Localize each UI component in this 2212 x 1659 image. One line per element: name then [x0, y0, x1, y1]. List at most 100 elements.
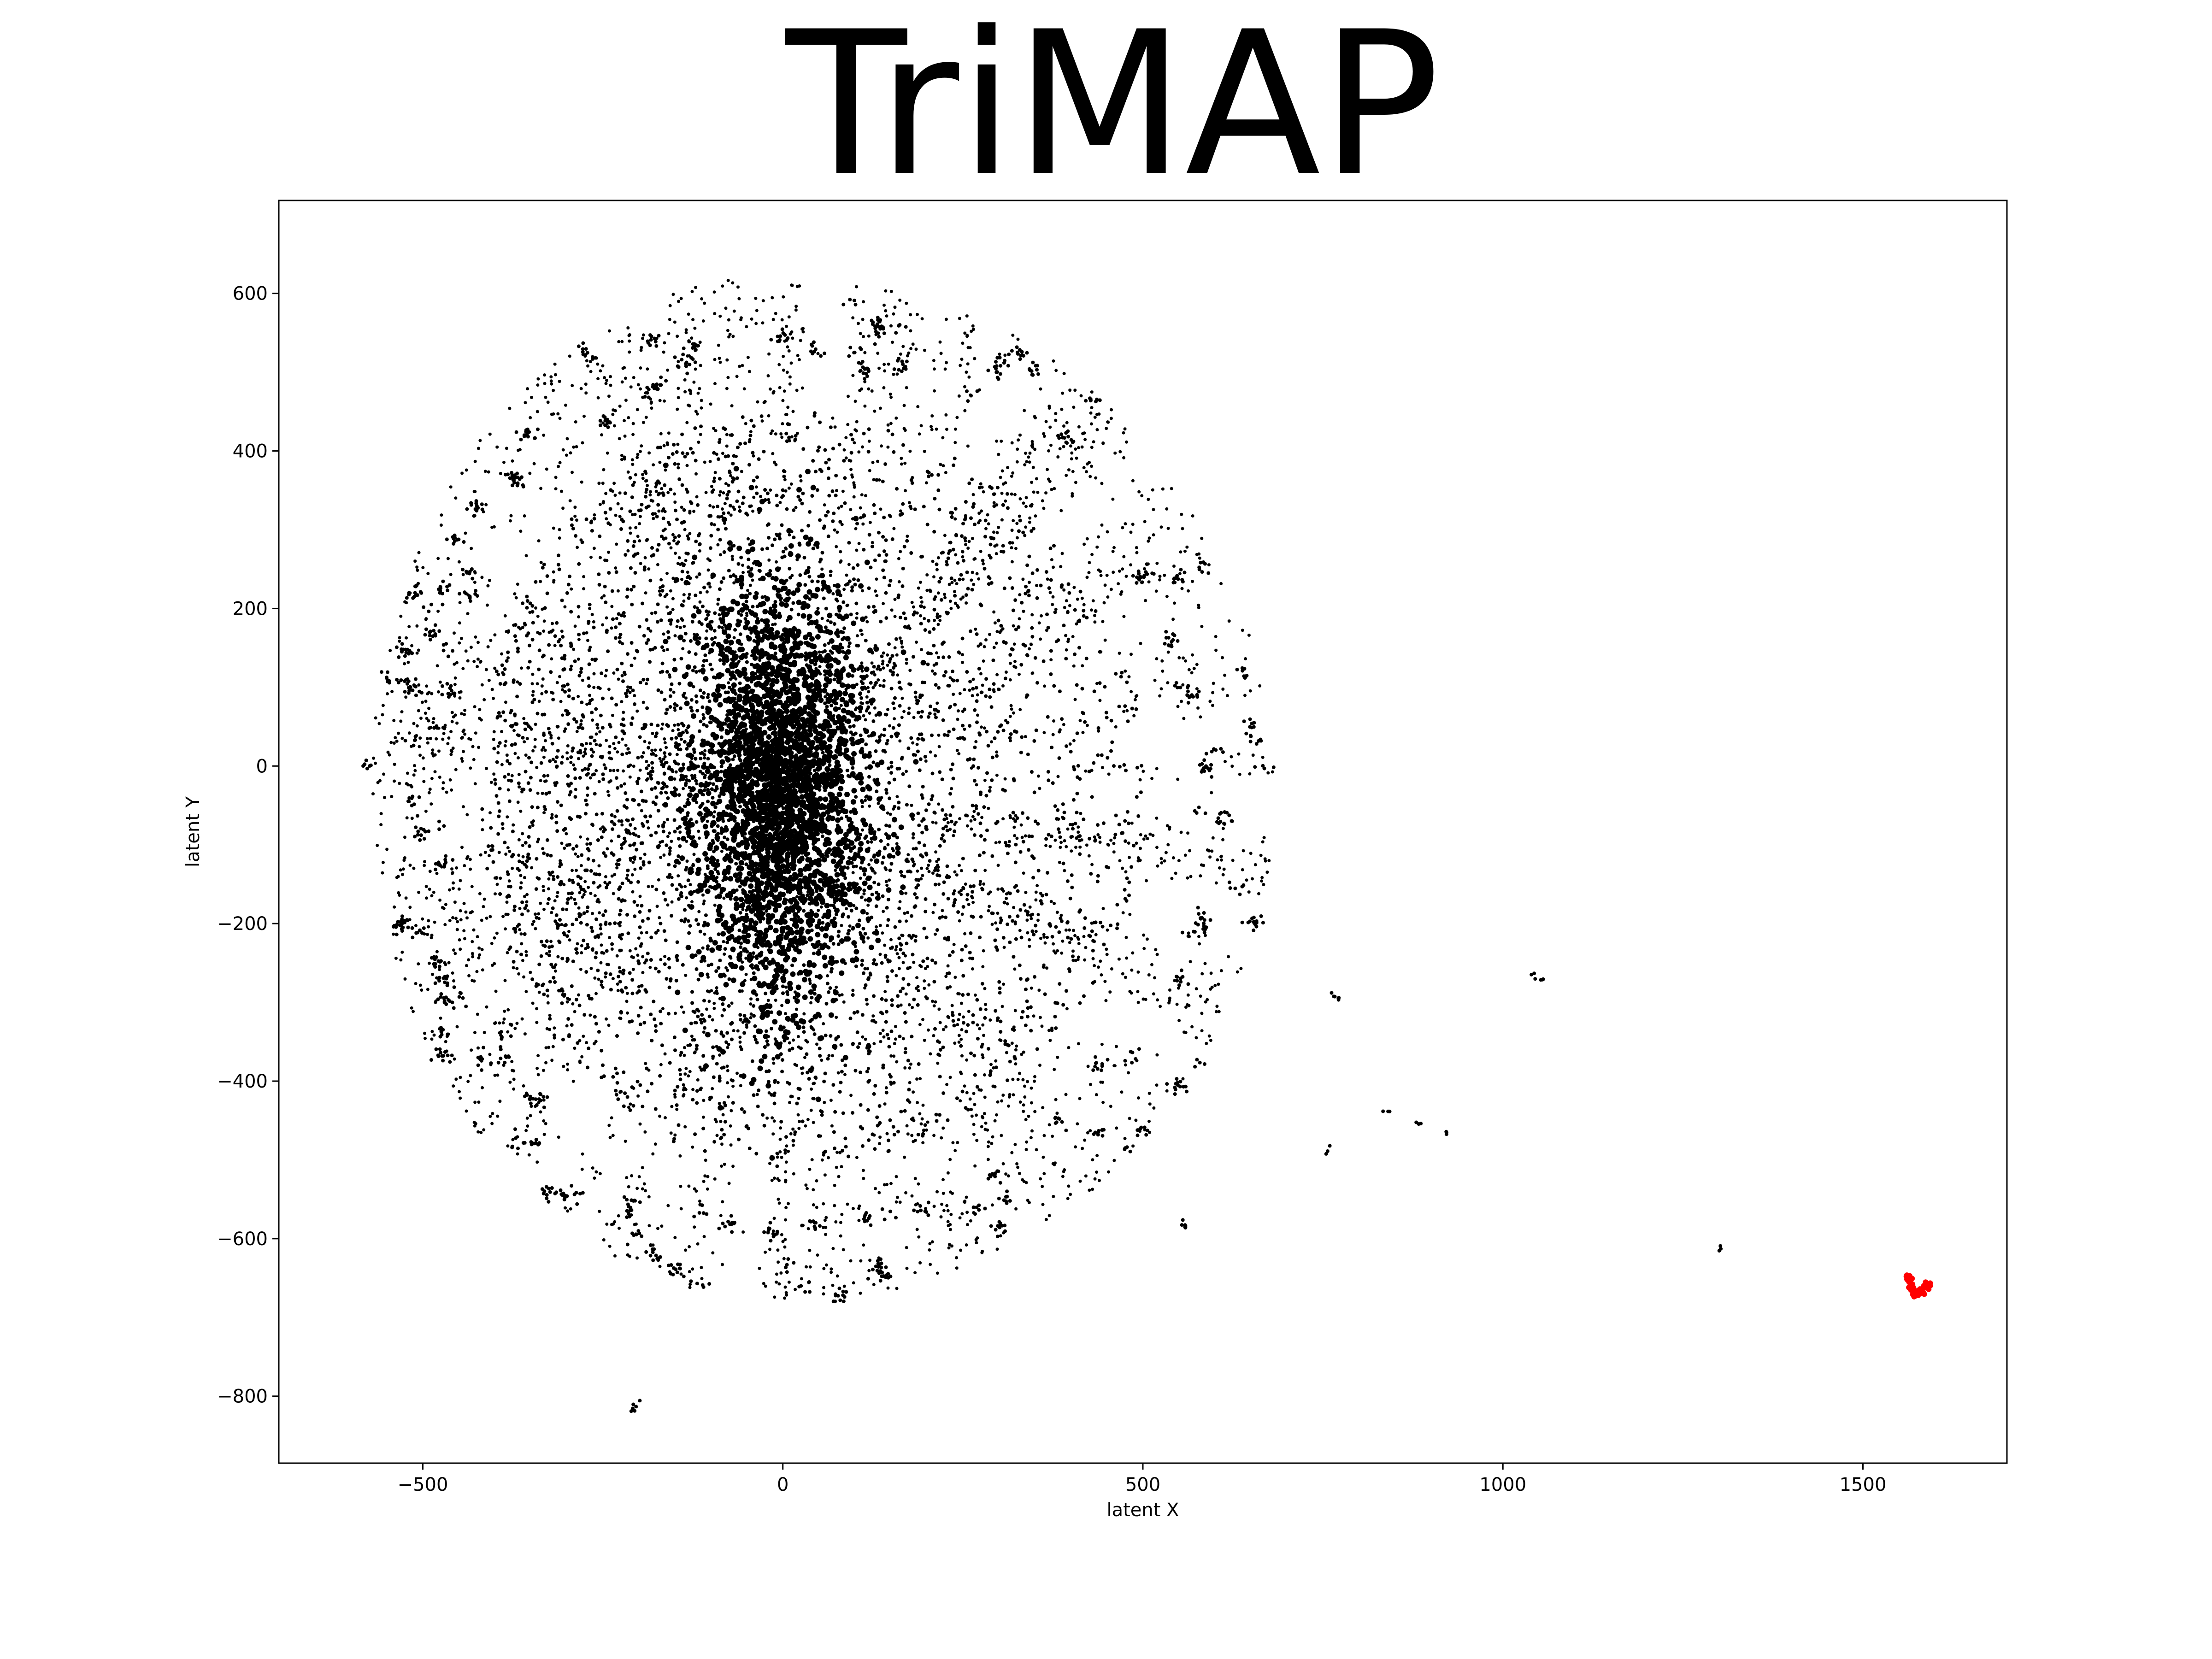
- data-point: [587, 662, 591, 666]
- data-point: [850, 683, 856, 689]
- data-point: [887, 1045, 891, 1049]
- data-point: [833, 988, 837, 993]
- data-point: [622, 724, 626, 728]
- data-point: [810, 995, 814, 1000]
- data-point: [961, 993, 965, 997]
- data-point: [761, 694, 767, 699]
- data-point: [988, 542, 993, 547]
- data-point: [748, 918, 754, 924]
- data-point: [814, 610, 820, 616]
- data-point: [865, 998, 869, 1002]
- data-point: [777, 612, 782, 616]
- data-point: [796, 1024, 802, 1030]
- data-point: [794, 735, 797, 739]
- data-point: [917, 1062, 921, 1066]
- data-point: [897, 936, 901, 941]
- data-point: [801, 1025, 806, 1030]
- data-point: [1054, 925, 1058, 929]
- data-point: [494, 794, 499, 798]
- data-point: [728, 541, 732, 545]
- data-point: [899, 1110, 903, 1114]
- data-point: [951, 669, 955, 673]
- data-point: [842, 683, 847, 688]
- data-point: [506, 650, 510, 654]
- data-point: [983, 518, 988, 523]
- data-point: [764, 991, 768, 995]
- data-point: [1060, 717, 1064, 721]
- data-point: [859, 739, 863, 743]
- data-point: [741, 1073, 747, 1079]
- data-point: [733, 653, 739, 659]
- data-point: [654, 830, 658, 835]
- data-point: [500, 822, 505, 826]
- data-point: [705, 709, 711, 715]
- data-point: [619, 784, 624, 788]
- data-point: [808, 857, 812, 861]
- data-point: [852, 577, 856, 582]
- data-point: [625, 587, 629, 591]
- data-point: [802, 866, 808, 872]
- data-point: [769, 788, 773, 792]
- data-point: [705, 888, 711, 894]
- data-point: [675, 958, 679, 962]
- data-point: [1047, 922, 1052, 926]
- data-point: [542, 774, 546, 778]
- data-point: [806, 1071, 809, 1075]
- data-point: [799, 789, 803, 793]
- data-point: [764, 792, 768, 796]
- data-point: [818, 878, 824, 883]
- data-point: [895, 850, 901, 856]
- data-point: [849, 840, 855, 846]
- data-point: [1130, 865, 1134, 869]
- data-point: [932, 529, 936, 534]
- data-point: [766, 655, 772, 661]
- data-point: [629, 566, 633, 570]
- data-point: [547, 643, 551, 647]
- data-point: [571, 847, 575, 851]
- data-point: [881, 479, 885, 483]
- data-point: [531, 621, 535, 625]
- data-point: [823, 788, 827, 793]
- data-point: [814, 847, 820, 853]
- data-point: [542, 851, 546, 855]
- data-point: [686, 742, 692, 748]
- data-point: [841, 600, 846, 604]
- data-point: [884, 616, 888, 620]
- data-point: [734, 833, 738, 837]
- data-point: [575, 918, 578, 922]
- data-point: [693, 1132, 697, 1136]
- data-point: [781, 984, 785, 988]
- data-point: [734, 692, 738, 696]
- data-point: [766, 982, 771, 988]
- data-point: [722, 576, 726, 580]
- data-point: [972, 757, 976, 761]
- data-point: [552, 877, 556, 881]
- data-point: [734, 750, 738, 754]
- data-point: [738, 442, 742, 446]
- data-point: [1056, 808, 1060, 812]
- data-point: [791, 626, 797, 632]
- data-point: [1126, 719, 1130, 724]
- data-point: [773, 734, 777, 738]
- data-point: [636, 880, 640, 884]
- data-point: [561, 635, 565, 639]
- data-point: [903, 617, 907, 621]
- data-point: [571, 923, 575, 926]
- data-point: [712, 849, 716, 853]
- data-point: [656, 688, 660, 692]
- data-point: [815, 740, 819, 744]
- data-point: [760, 806, 765, 811]
- data-point: [801, 739, 805, 743]
- data-point: [829, 1034, 833, 1038]
- data-point: [885, 1033, 889, 1037]
- data-point: [667, 635, 671, 640]
- data-point: [961, 522, 965, 526]
- data-point: [743, 851, 747, 855]
- data-point: [842, 459, 846, 463]
- data-point: [867, 586, 871, 590]
- data-point: [775, 865, 781, 871]
- data-point: [725, 1031, 729, 1035]
- data-point: [938, 1113, 941, 1117]
- data-point: [614, 1088, 618, 1093]
- data-point: [642, 565, 647, 569]
